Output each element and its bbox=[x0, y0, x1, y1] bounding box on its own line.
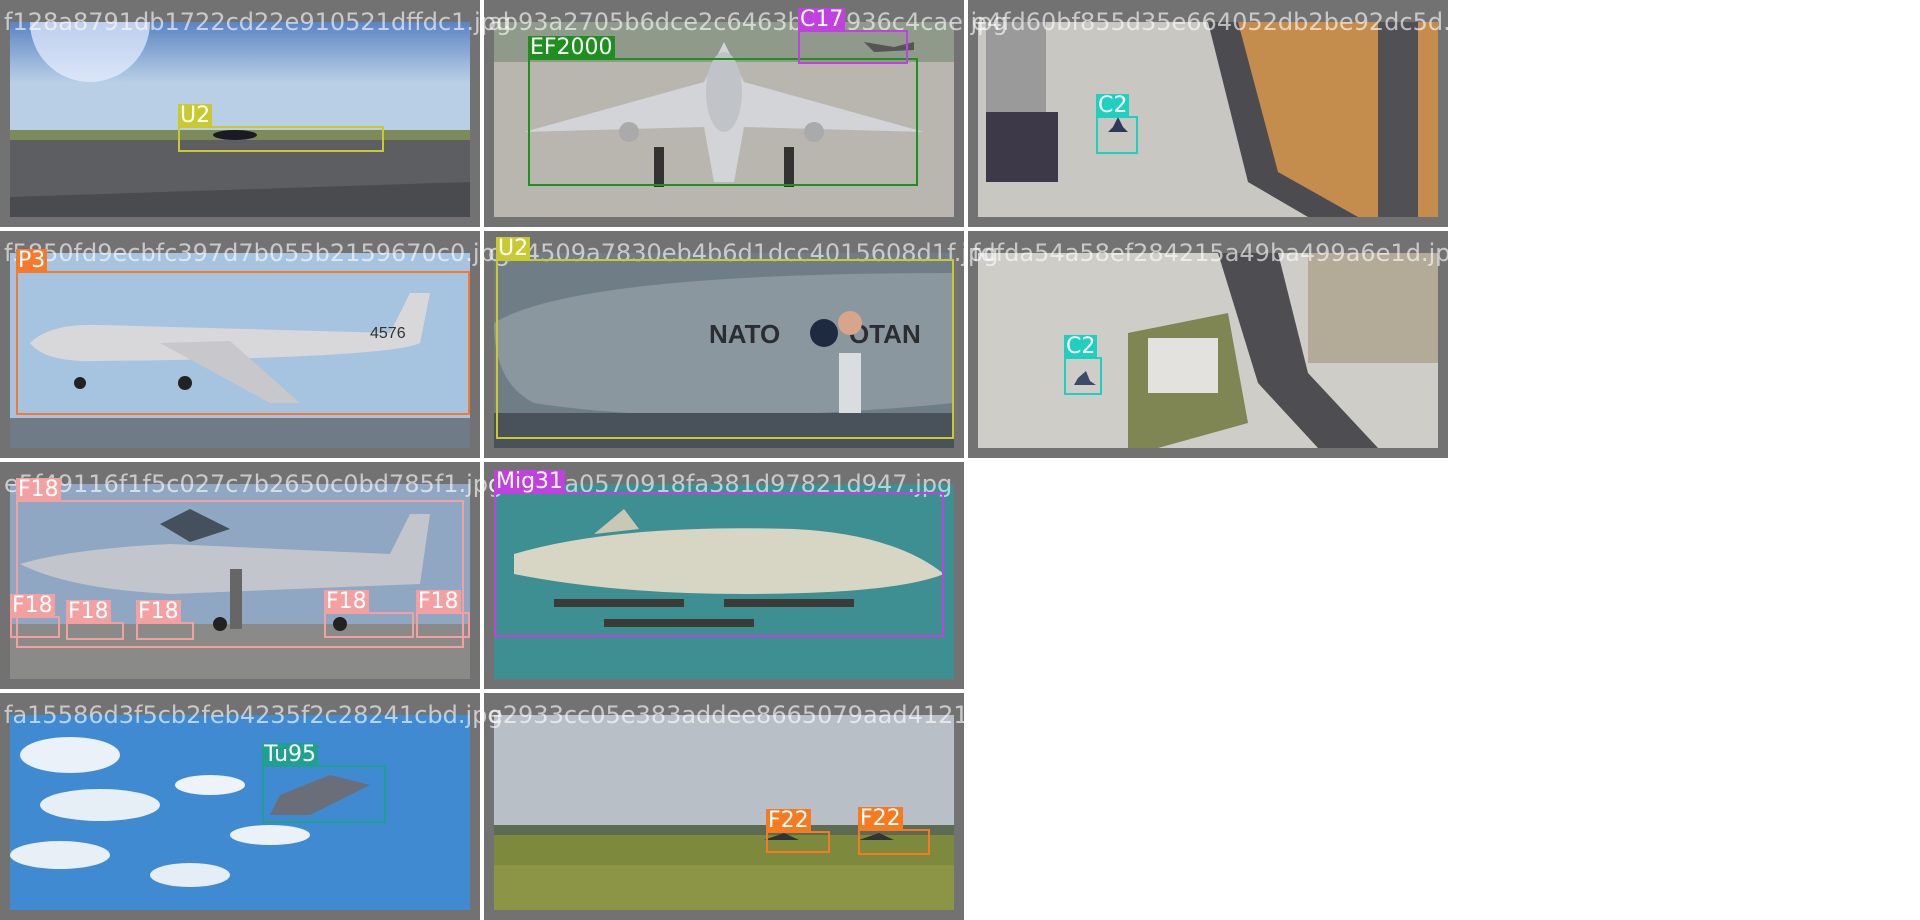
detection-box-ef2000: EF2000 bbox=[528, 36, 918, 186]
detection-box-c2: C2 bbox=[1096, 94, 1138, 154]
detection-label: U2 bbox=[178, 103, 213, 128]
detection-box-tu95: Tu95 bbox=[262, 743, 386, 823]
photo-satellite-c2-2 bbox=[978, 253, 1438, 448]
detection-label: C2 bbox=[1096, 93, 1130, 118]
grid-tile-8: Mig31 bbox=[484, 462, 964, 689]
grid-tile-2: EF2000 C17 bbox=[484, 0, 964, 227]
detection-box-u2: U2 bbox=[178, 104, 384, 152]
detection-box-u2-drone: U2 bbox=[496, 237, 954, 439]
detection-box-f18-small-1: F18 bbox=[10, 594, 60, 638]
nato-text: NATO bbox=[709, 319, 780, 349]
detection-label: F22 bbox=[766, 808, 811, 833]
detection-label: F18 bbox=[16, 477, 61, 502]
detection-label: EF2000 bbox=[528, 35, 615, 60]
detection-label: U2 bbox=[496, 236, 531, 261]
tail-number: 4576 bbox=[370, 325, 406, 342]
grid-tile-1: U2 bbox=[0, 0, 480, 227]
photo-u2-runway bbox=[10, 22, 470, 217]
detection-box-f18-main: F18 bbox=[16, 478, 464, 648]
detection-box-f18-small-3: F18 bbox=[136, 600, 194, 640]
detection-box-f18-small-4: F18 bbox=[324, 590, 414, 638]
detection-label: F18 bbox=[416, 589, 461, 614]
detection-box-p3: P3 bbox=[16, 249, 470, 415]
detection-label: C17 bbox=[798, 7, 846, 32]
photo-satellite-c2 bbox=[978, 22, 1438, 217]
detection-label: F18 bbox=[324, 589, 369, 614]
photo-mig31 bbox=[494, 484, 954, 679]
detection-box-mig31: Mig31 bbox=[494, 470, 944, 637]
detection-box-c17: C17 bbox=[798, 8, 908, 64]
detection-label: C2 bbox=[1064, 334, 1098, 359]
detection-box-f18-small-2: F18 bbox=[66, 600, 124, 640]
grid-tile-4: 4576 P3 bbox=[0, 231, 480, 458]
grid-tile-3: C2 bbox=[968, 0, 1448, 227]
grid-tile-9: Tu95 bbox=[0, 693, 480, 920]
detection-box-f22-2: F22 bbox=[858, 807, 930, 855]
grid-tile-6: C2 bbox=[968, 231, 1448, 458]
grid-tile-10: F22 F22 bbox=[484, 693, 964, 920]
photo-p3: 4576 bbox=[10, 253, 470, 448]
grid-tile-7: F18 F18 F18 F18 F18 F18 bbox=[0, 462, 480, 689]
detection-label: F22 bbox=[858, 806, 903, 831]
detection-label: F18 bbox=[66, 599, 111, 624]
grid-tile-5: NATO OTAN U2 bbox=[484, 231, 964, 458]
detection-label: Mig31 bbox=[494, 469, 566, 494]
detection-box-c2: C2 bbox=[1064, 335, 1102, 395]
detection-label: Tu95 bbox=[262, 742, 319, 767]
detection-box-f18-small-5: F18 bbox=[416, 590, 470, 638]
photo-tu95 bbox=[10, 715, 470, 910]
detection-label: F18 bbox=[10, 593, 55, 618]
detection-label: P3 bbox=[16, 248, 48, 273]
detection-label: F18 bbox=[136, 599, 181, 624]
photo-nato-drone: NATO OTAN bbox=[494, 253, 954, 448]
detection-box-f22-1: F22 bbox=[766, 809, 830, 853]
